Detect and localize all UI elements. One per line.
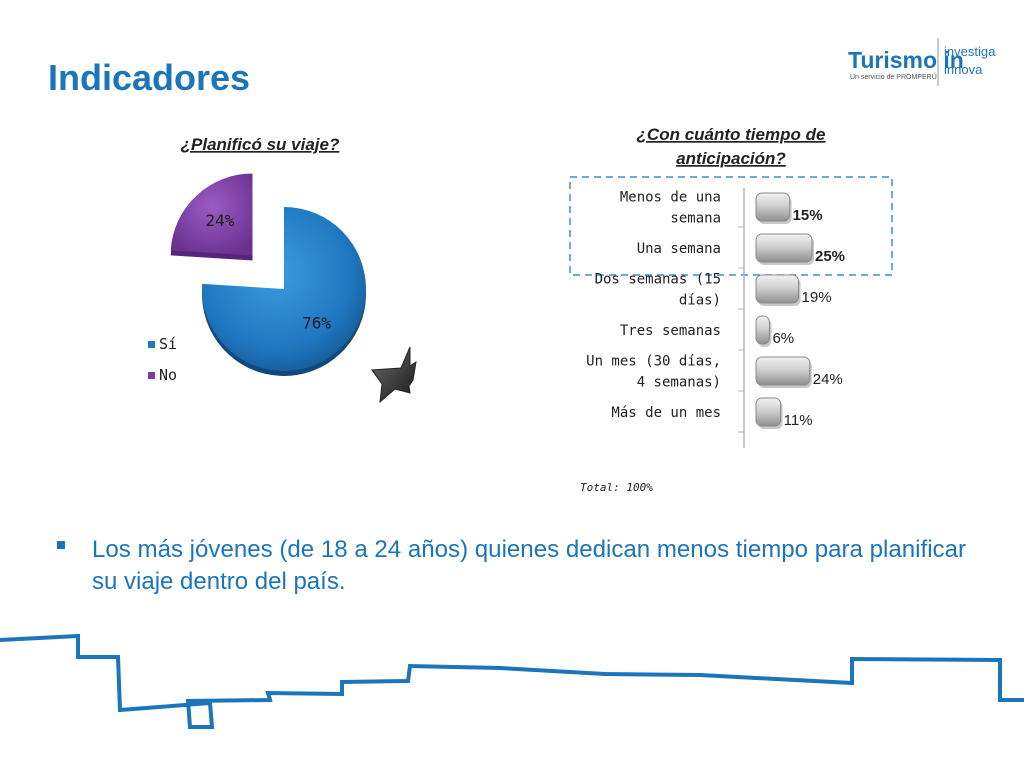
logo-main: Turismo in <box>848 47 964 73</box>
bullet-marker <box>57 541 65 549</box>
pie-chart: ¿Planificó su viaje? 76% 24% Sí No <box>148 135 366 384</box>
bar-category-label: semana <box>670 211 721 227</box>
bar <box>755 192 791 222</box>
bar-category-label: Tres semanas <box>620 323 721 339</box>
bar-row: Un mes (30 días, 4 semanas) 24% <box>586 354 843 392</box>
legend-swatch <box>148 372 155 379</box>
pie-chart-title: ¿Planificó su viaje? <box>181 135 340 154</box>
bar <box>755 233 813 263</box>
bar-chart: ¿Con cuánto tiempo de anticipación? Meno… <box>569 125 893 448</box>
legend-item-si: Sí <box>148 335 177 353</box>
bullet-text-line2: su viaje dentro del país. <box>92 568 346 595</box>
pie-label-si: 76% <box>302 314 331 333</box>
bar-value-label: 11% <box>784 412 813 429</box>
bar-category-label: Menos de una <box>620 190 721 206</box>
arrow-icon <box>371 346 417 404</box>
bar-value-label: 24% <box>813 371 843 388</box>
bar-row: Menos de una semana 15% <box>620 190 823 228</box>
logo-side-1: investiga <box>944 44 996 59</box>
logo-side-2: innova <box>944 62 983 77</box>
bar-category-label: Dos semanas (15 <box>595 272 721 288</box>
highlight-box <box>569 176 893 276</box>
bar-category-label: Una semana <box>637 241 721 257</box>
legend-item-no: No <box>148 366 177 384</box>
legend-label: Sí <box>159 335 177 353</box>
bar-chart-title-line2: anticipación? <box>676 149 786 168</box>
bar <box>755 315 770 345</box>
bar-category-label: 4 semanas) <box>637 375 721 391</box>
bar <box>755 274 800 304</box>
pie-slice-no <box>170 173 253 261</box>
bullet-text-line1: Los más jóvenes (de 18 a 24 años) quiene… <box>92 536 966 563</box>
bar-row: Más de un mes 11% <box>611 397 813 433</box>
logo: Turismo in Un servicio de PROMPERÚ inves… <box>848 38 996 86</box>
bar-category-label: Un mes (30 días, <box>586 354 721 370</box>
pie-slice-si <box>201 207 366 376</box>
bar-row: Tres semanas 6% <box>620 315 794 351</box>
bar <box>755 356 811 386</box>
bar-value-label: 6% <box>772 330 794 347</box>
total-note: Total: 100% <box>580 481 653 494</box>
bar-category-label: Más de un mes <box>611 405 721 421</box>
bar <box>755 397 782 427</box>
bar-value-label: 19% <box>802 289 832 306</box>
legend-label: No <box>159 366 177 384</box>
pie-label-no: 24% <box>206 211 235 230</box>
bar-value-label: 15% <box>793 207 823 224</box>
bar-value-label: 25% <box>815 248 845 265</box>
bar-chart-title-line1: ¿Con cuánto tiempo de <box>637 125 826 144</box>
bar-category-label: días) <box>679 293 721 309</box>
page-title: Indicadores <box>48 57 250 98</box>
legend-swatch <box>148 341 155 348</box>
logo-sub: Un servicio de PROMPERÚ <box>850 72 937 81</box>
bar-row: Una semana 25% <box>637 233 845 269</box>
decorative-bottom-line <box>0 633 1024 729</box>
pie-legend: Sí No <box>148 335 177 384</box>
bar-row: Dos semanas (15 días) 19% <box>595 272 832 310</box>
